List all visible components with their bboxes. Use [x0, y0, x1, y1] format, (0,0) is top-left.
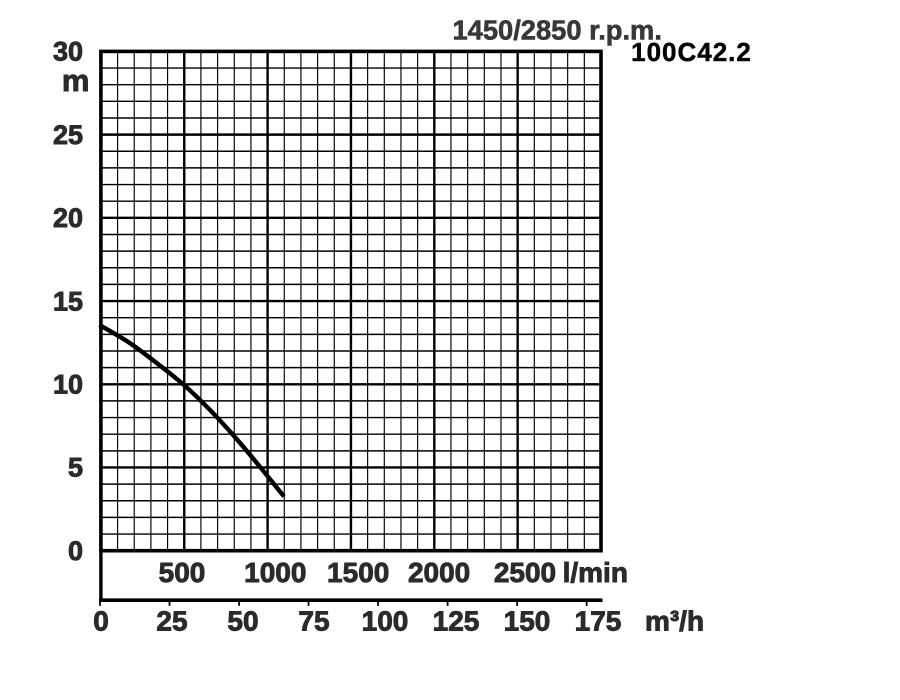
svg-text:25: 25 — [156, 606, 187, 637]
svg-text:125: 125 — [433, 606, 480, 637]
svg-text:500: 500 — [159, 557, 206, 588]
svg-text:20: 20 — [53, 203, 83, 233]
svg-text:100C42.2: 100C42.2 — [631, 37, 752, 67]
svg-text:1500: 1500 — [327, 557, 389, 588]
svg-text:0: 0 — [93, 606, 109, 637]
svg-text:0: 0 — [68, 536, 83, 566]
svg-text:5: 5 — [68, 453, 83, 483]
svg-text:25: 25 — [53, 120, 83, 150]
svg-text:175: 175 — [575, 606, 622, 637]
svg-text:l/min: l/min — [563, 557, 628, 588]
svg-text:m³/h: m³/h — [645, 606, 704, 637]
svg-text:150: 150 — [504, 606, 551, 637]
svg-text:1450/2850 r.p.m.: 1450/2850 r.p.m. — [452, 14, 661, 45]
svg-text:15: 15 — [53, 286, 83, 316]
svg-text:2000: 2000 — [408, 557, 470, 588]
svg-text:50: 50 — [227, 606, 258, 637]
svg-text:10: 10 — [53, 369, 83, 399]
svg-text:100: 100 — [362, 606, 409, 637]
svg-text:1000: 1000 — [244, 557, 306, 588]
svg-text:m: m — [62, 63, 90, 98]
svg-text:75: 75 — [298, 606, 329, 637]
svg-text:2500: 2500 — [494, 557, 556, 588]
svg-text:30: 30 — [53, 37, 83, 67]
